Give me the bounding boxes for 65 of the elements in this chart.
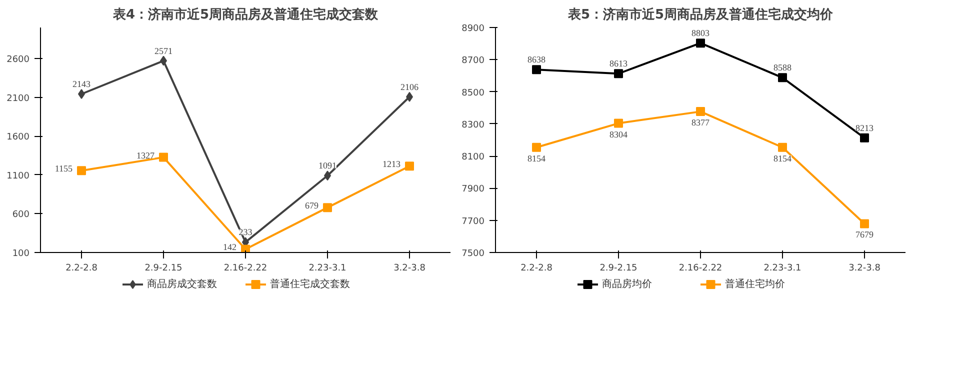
y-tick-label: 7500 — [462, 249, 485, 259]
point — [614, 118, 623, 128]
y-tick-label: 8300 — [462, 120, 485, 130]
y-tick-label: 1100 — [6, 171, 30, 182]
data-label: 8638 — [528, 54, 546, 65]
point — [405, 162, 414, 171]
y-tick-label: 8500 — [462, 88, 485, 98]
x-tick-label: 2.9-2.15 — [600, 264, 638, 274]
point — [778, 142, 787, 152]
data-label: 8154 — [774, 153, 792, 164]
point — [860, 133, 869, 142]
y-tick-label: 2600 — [6, 55, 30, 66]
data-label: 2106 — [400, 82, 419, 92]
point — [241, 244, 250, 252]
legend-label: 普通住宅均价 — [725, 278, 786, 290]
x-tick-label: 2.16-2.22 — [678, 264, 722, 274]
data-label: 7679 — [856, 230, 874, 240]
point — [159, 152, 168, 162]
y-tick-label: 1600 — [6, 132, 30, 143]
x-tick-label: 2.2-2.8 — [66, 264, 98, 274]
point — [614, 69, 623, 78]
data-label: 679 — [305, 200, 319, 211]
legend-label: 商品房均价 — [602, 278, 652, 290]
data-label: 8377 — [692, 118, 710, 128]
data-label: 233 — [238, 227, 253, 238]
chart-title: 表4：济南市近5周商品房及普通住宅成交套数 — [112, 6, 380, 22]
point — [778, 73, 787, 82]
x-tick-label: 3.2-3.8 — [848, 264, 881, 274]
data-label: 8613 — [610, 58, 628, 69]
legend-label: 普通住宅成交套数 — [270, 278, 350, 290]
x-tick-label: 2.9-2.15 — [144, 264, 182, 274]
y-tick-label: 7900 — [462, 184, 485, 195]
y-tick-label: 600 — [12, 210, 30, 220]
y-tick-label: 100 — [12, 249, 30, 259]
y-tick-label: 8700 — [462, 56, 485, 66]
data-label: 8588 — [774, 62, 792, 73]
x-tick-label: 2.2-2.8 — [520, 264, 553, 274]
point — [696, 38, 705, 48]
point — [532, 142, 541, 152]
data-label: 8213 — [856, 122, 874, 133]
point — [77, 166, 86, 176]
point — [532, 65, 541, 74]
data-label: 2143 — [72, 78, 91, 89]
data-label: 142 — [223, 242, 236, 252]
x-tick-label: 2.23-3.1 — [308, 264, 346, 274]
legend-label: 商品房成交套数 — [147, 278, 218, 290]
y-tick-label: 2100 — [6, 94, 30, 104]
data-label: 1155 — [54, 164, 73, 174]
x-tick-label: 2.23-3.1 — [764, 264, 802, 274]
data-label: 1327 — [136, 150, 155, 160]
data-label: 8154 — [528, 153, 546, 164]
point — [323, 203, 332, 212]
y-tick-label: 8900 — [462, 24, 485, 34]
data-label: 1091 — [318, 160, 336, 171]
data-label: 1213 — [382, 159, 401, 170]
point — [696, 107, 705, 116]
data-label: 8304 — [610, 129, 628, 140]
x-tick-label: 2.16-2.22 — [224, 264, 268, 274]
data-label: 8803 — [692, 28, 710, 38]
y-tick-label: 7700 — [462, 216, 485, 227]
y-tick-label: 8100 — [462, 152, 485, 163]
data-label: 2571 — [154, 46, 172, 56]
x-tick-label: 3.2-3.8 — [394, 264, 426, 274]
point — [860, 219, 869, 228]
chart-title: 表5：济南市近5周商品房及普通住宅成交均价 — [566, 6, 834, 22]
